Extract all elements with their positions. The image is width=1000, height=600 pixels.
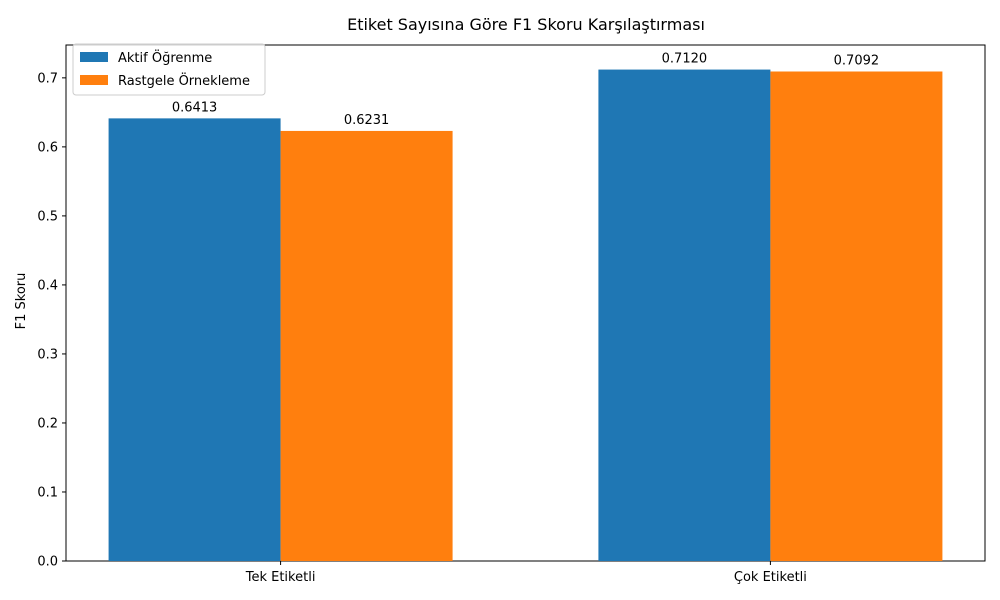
legend-frame (72, 43, 266, 96)
y-tick-label: 0.1 (37, 485, 58, 500)
y-tick-label: 0.4 (37, 278, 58, 293)
x-tick-label: Tek Etiketli (245, 570, 316, 585)
bars-group (108, 69, 943, 562)
bar-rastgele-ornekleme-tek-etiketli (280, 130, 453, 562)
bar-value-label: 0.6413 (172, 100, 218, 115)
legend-swatch-rastgele-ornekleme (80, 75, 108, 85)
bar-value-label: 0.7120 (662, 52, 708, 67)
x-axis: Tek Etiketli Çok Etiketli (245, 561, 807, 585)
bar-labels-group: 0.6413 0.6231 0.7120 0.7092 (172, 52, 879, 128)
y-tick-label: 0.5 (37, 209, 58, 224)
bar-value-label: 0.6231 (344, 113, 390, 128)
bar-rastgele-ornekleme-cok-etiketli (770, 71, 943, 561)
legend: Aktif Öğrenme Rastgele Örnekleme (72, 43, 266, 96)
x-tick-label: Çok Etiketli (734, 570, 807, 585)
bar-value-label: 0.7092 (834, 54, 880, 69)
y-tick-label: 0.3 (37, 347, 58, 362)
y-tick-label: 0.6 (37, 140, 58, 155)
bar-aktif-ogrenme-cok-etiketli (598, 69, 771, 562)
plot-area (65, 44, 986, 562)
bar-aktif-ogrenme-tek-etiketli (108, 118, 281, 562)
y-tick-label: 0.0 (37, 555, 58, 570)
legend-label-rastgele-ornekleme: Rastgele Örnekleme (118, 72, 250, 89)
y-axis: 0.0 0.1 0.2 0.3 0.4 0.5 0.6 0.7 (37, 71, 66, 570)
chart-title: Etiket Sayısına Göre F1 Skoru Karşılaştı… (347, 15, 705, 34)
legend-swatch-aktif-ogrenme (80, 52, 108, 62)
y-tick-label: 0.2 (37, 416, 58, 431)
plot-frame (65, 44, 986, 562)
y-axis-label: F1 Skoru (14, 273, 29, 330)
legend-label-aktif-ogrenme: Aktif Öğrenme (118, 49, 212, 66)
y-tick-label: 0.7 (37, 71, 58, 86)
